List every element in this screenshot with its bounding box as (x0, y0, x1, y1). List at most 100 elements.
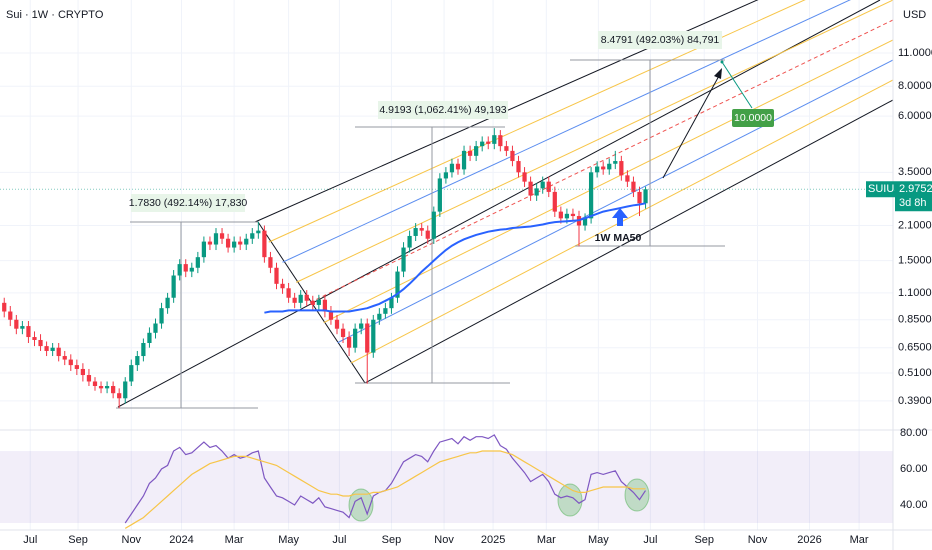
candle-body (365, 323, 370, 353)
candle-body (510, 150, 515, 162)
x-tick-label: Mar (225, 534, 244, 546)
channel-line (254, 0, 759, 223)
candle-body (328, 311, 334, 320)
y-tick-label: 3.5000 (898, 166, 932, 178)
candle-body (461, 150, 467, 170)
rsi-tick-label: 60.00 (900, 463, 928, 475)
candle-body (588, 172, 594, 219)
candles (2, 128, 648, 409)
candle-body (359, 323, 364, 329)
projection-arrow (662, 73, 721, 179)
highlight (624, 478, 650, 512)
indicator-lines (0, 188, 893, 529)
ma-line (264, 202, 646, 314)
candle-body (232, 241, 237, 248)
candle-body (189, 267, 194, 272)
candle-body (564, 213, 570, 219)
x-tick-label: May (588, 534, 609, 546)
measure-label: 8.4791 (492.03%) 84,791 (601, 34, 720, 46)
candle-body (498, 135, 503, 147)
y-tick-label: 6.0000 (898, 110, 932, 122)
y-tick-label: 1.1000 (898, 287, 932, 299)
candle-body (528, 181, 533, 196)
candle-body (50, 347, 55, 351)
x-tick-label: Sep (68, 534, 88, 546)
chart-title: Sui · 1W · CRYPTO (6, 9, 104, 21)
x-tick-label: 2026 (797, 534, 821, 546)
candle-body (316, 299, 321, 305)
measure-label-box (378, 101, 508, 119)
candle-body (44, 346, 49, 351)
candle-body (540, 181, 545, 189)
x-tick-label: 2025 (481, 534, 505, 546)
y-tick-label: 0.5100 (898, 367, 932, 379)
candle-body (304, 294, 309, 301)
rsi-tick-label: 40.00 (900, 499, 928, 511)
x-tick-label: Jul (23, 534, 37, 546)
candle-body (135, 356, 140, 366)
candle-body (643, 189, 648, 204)
candle-body (280, 283, 285, 289)
candle-body (183, 264, 188, 272)
y-tick-label: 8.0000 (898, 80, 932, 92)
candle-body (244, 238, 249, 245)
candle-body (371, 319, 376, 353)
fib-line (282, 0, 851, 263)
candle-body (111, 386, 116, 394)
fib-line (337, 59, 894, 344)
axes: 11.0000 8.0000 6.0000 3.5000 2.1000 1.5000 1.1… (23, 47, 932, 546)
candle-body (225, 238, 231, 248)
candle-body (86, 375, 92, 382)
candle-body (389, 297, 394, 309)
y-tick-label: 11.0000 (898, 47, 932, 59)
arrow-head (714, 68, 722, 79)
x-tick-label: Nov (122, 534, 142, 546)
measure-label: 1.7830 (492.14%) 17,830 (129, 197, 248, 209)
measure-label-box (598, 31, 722, 49)
candle-body (395, 271, 400, 298)
symbol-box (866, 181, 895, 198)
candle-body (625, 175, 630, 182)
candle-body (582, 218, 588, 226)
candle-body (238, 241, 243, 245)
currency: USD (903, 9, 926, 21)
candle-body (268, 257, 273, 268)
fib-line (309, 19, 894, 303)
candle-body (595, 166, 600, 173)
candle-body (8, 311, 13, 320)
candle-body (171, 275, 176, 298)
candle-body (147, 332, 152, 344)
ma-label: 1W MA50 (595, 232, 642, 244)
candle-body (413, 228, 418, 236)
candle-body (98, 386, 104, 389)
candle-body (201, 241, 207, 258)
candle-body (383, 308, 388, 314)
x-tick-label: Mar (850, 534, 869, 546)
candle-body (219, 233, 225, 239)
rsi-band (0, 451, 893, 523)
candle-body (449, 163, 455, 173)
candle-body (431, 211, 436, 239)
candle-body (274, 267, 279, 284)
candle-body (250, 233, 255, 239)
target-box (732, 109, 774, 127)
candle-body (546, 181, 551, 192)
candle-body (62, 356, 67, 360)
candle-body (26, 326, 31, 338)
y-tick-label: 0.3900 (898, 395, 932, 407)
candle-body (195, 257, 200, 268)
candle-body (74, 365, 79, 369)
y-tick-label: 1.5000 (898, 254, 932, 266)
fib-line (268, 0, 806, 243)
x-tick-label: Jul (332, 534, 346, 546)
measure-label-box (131, 194, 245, 212)
ma-arrow (612, 208, 628, 226)
x-tick-label: May (278, 534, 299, 546)
x-tick-label: Jul (643, 534, 657, 546)
rsi-line (124, 450, 646, 529)
candle-body (165, 297, 170, 309)
candle-body (601, 166, 606, 170)
candle-body (292, 297, 297, 303)
